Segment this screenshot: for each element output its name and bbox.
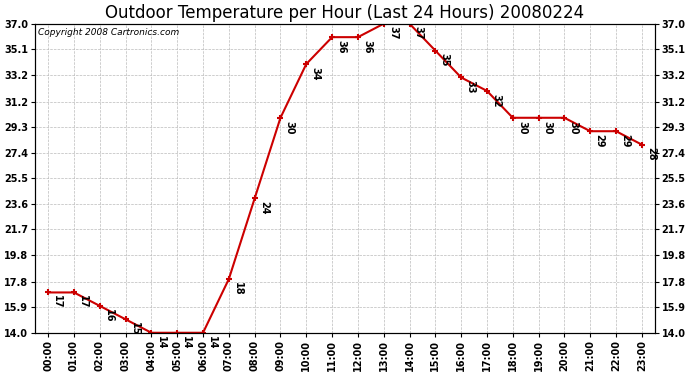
- Title: Outdoor Temperature per Hour (Last 24 Hours) 20080224: Outdoor Temperature per Hour (Last 24 Ho…: [106, 4, 584, 22]
- Text: 30: 30: [517, 120, 527, 134]
- Text: 30: 30: [543, 120, 553, 134]
- Text: 14: 14: [181, 336, 191, 349]
- Text: 14: 14: [155, 336, 166, 349]
- Text: 29: 29: [620, 134, 630, 147]
- Text: 35: 35: [440, 53, 449, 67]
- Text: 36: 36: [362, 40, 372, 53]
- Text: 24: 24: [259, 201, 269, 214]
- Text: 29: 29: [594, 134, 604, 147]
- Text: 14: 14: [207, 336, 217, 349]
- Text: 17: 17: [78, 295, 88, 309]
- Text: 16: 16: [104, 309, 114, 322]
- Text: 33: 33: [465, 80, 475, 94]
- Text: 32: 32: [491, 94, 501, 107]
- Text: 15: 15: [130, 322, 140, 336]
- Text: 17: 17: [52, 295, 62, 309]
- Text: 36: 36: [336, 40, 346, 53]
- Text: Copyright 2008 Cartronics.com: Copyright 2008 Cartronics.com: [39, 28, 179, 38]
- Text: 28: 28: [646, 147, 656, 161]
- Text: 18: 18: [233, 282, 243, 296]
- Text: 37: 37: [388, 27, 398, 40]
- Text: 34: 34: [310, 67, 320, 80]
- Text: 37: 37: [414, 27, 424, 40]
- Text: 30: 30: [569, 120, 579, 134]
- Text: 30: 30: [285, 120, 295, 134]
